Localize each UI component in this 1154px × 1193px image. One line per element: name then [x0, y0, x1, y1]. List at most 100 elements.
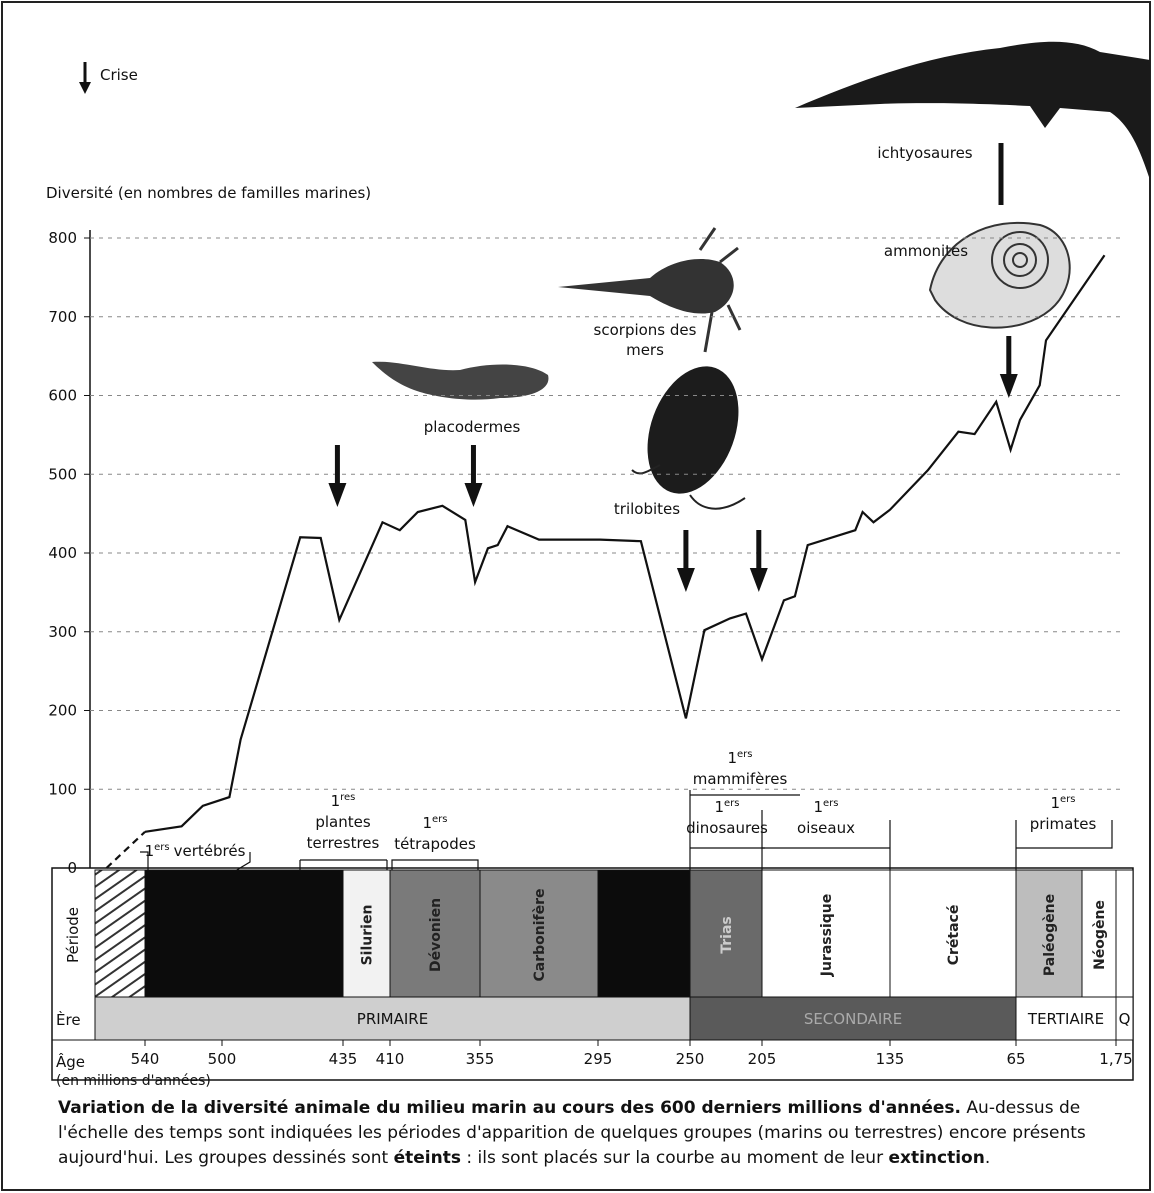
y-tick-label: 400 [48, 544, 77, 562]
age-header: Âge [56, 1052, 85, 1071]
diversity-curve [107, 832, 146, 868]
period-label: Jurassique [819, 894, 835, 977]
crisis-arrow [328, 445, 346, 507]
caption: Variation de la diversité animale du mil… [58, 1096, 1143, 1171]
appearance-label: primates [1030, 815, 1097, 833]
appearance-label: terrestres [307, 834, 380, 852]
appearance-label: mammifères [693, 770, 788, 788]
trilobite-drawing [631, 354, 755, 507]
period-label: Dévonien [428, 898, 444, 972]
group-label: trilobites [614, 500, 680, 518]
appearance-label: plantes [315, 813, 370, 831]
y-tick-label: 100 [48, 780, 77, 798]
legend-arrow-head [79, 82, 91, 94]
group-label: ichtyosaures [877, 144, 972, 162]
crisis-arrow [464, 445, 482, 507]
period-label: Carbonifère [532, 888, 548, 981]
appearance-label: tétrapodes [394, 835, 476, 853]
ordinal-suffix: ers [724, 798, 739, 809]
caption-segment: . [985, 1148, 990, 1168]
ordinal-suffix: ers [154, 842, 169, 853]
period-label: Trias [719, 916, 735, 954]
appearance-ordinal: 1ers [813, 798, 838, 816]
placoderm-drawing [372, 362, 548, 400]
x-tick-label: 295 [584, 1050, 613, 1068]
y-tick-label: 600 [48, 387, 77, 405]
appearance-label: oiseaux [797, 819, 855, 837]
ordinal: 1 [145, 842, 155, 860]
group-label: ammonites [884, 242, 968, 260]
group-label: placodermes [424, 418, 521, 436]
age-unit: (en millions d'années) [56, 1073, 211, 1089]
x-tick-label: 250 [676, 1050, 705, 1068]
appearance-ordinal: 1ers [727, 749, 752, 767]
appearance-ordinal: 1ers [714, 798, 739, 816]
y-tick-label: 0 [67, 859, 77, 877]
diversity-curve [145, 255, 1105, 832]
figure: Crise Diversité (en nombres de familles … [0, 0, 1154, 1193]
caption-segment: Variation de la diversité animale du mil… [58, 1098, 961, 1118]
x-tick-label: 540 [131, 1050, 160, 1068]
period-cell [598, 870, 690, 997]
ordinal-suffix: ers [823, 798, 838, 809]
period-label: Néogène [1092, 900, 1108, 970]
appearance-ordinal: 1res [331, 792, 356, 810]
y-tick-label: 700 [48, 308, 77, 326]
y-axis-label: Diversité (en nombres de familles marine… [46, 184, 371, 202]
x-tick-label: 500 [208, 1050, 237, 1068]
group-label-line: mers [626, 341, 664, 359]
crisis-arrow-head [677, 568, 695, 592]
ordinal: 1 [1050, 794, 1060, 812]
crisis-arrow [750, 530, 768, 592]
appearance-label: 1ers vertébrés [145, 842, 246, 860]
x-tick-label: 1,75 [1099, 1050, 1132, 1068]
period-label: Crétacé [946, 905, 962, 966]
caption-segment: éteints [394, 1148, 461, 1168]
caption-segment: extinction [888, 1148, 984, 1168]
x-tick-label: 65 [1006, 1050, 1025, 1068]
x-tick-label: 205 [748, 1050, 777, 1068]
era-label: PRIMAIRE [357, 1010, 428, 1028]
group-label-line: scorpions des [594, 321, 697, 339]
legend-label: Crise [100, 66, 138, 84]
y-tick-label: 300 [48, 623, 77, 641]
x-tick-label: 410 [376, 1050, 405, 1068]
sea-scorpion-drawing [558, 259, 734, 314]
crisis-arrow [677, 530, 695, 592]
period-cell [95, 870, 145, 997]
page: Crise Diversité (en nombres de familles … [0, 0, 1154, 1193]
ammonite-drawing [930, 223, 1070, 328]
ordinal: 1 [727, 749, 737, 767]
crisis-arrow-head [1000, 374, 1018, 398]
group-name: vertébrés [174, 842, 246, 860]
x-tick-label: 435 [329, 1050, 358, 1068]
x-tick-label: 355 [466, 1050, 495, 1068]
crisis-arrow-head [464, 483, 482, 507]
group-label: scorpions des mers [594, 321, 697, 359]
ordinal: 1 [813, 798, 823, 816]
x-tick-label: 135 [876, 1050, 905, 1068]
ordinal-suffix: ers [1060, 794, 1075, 805]
y-tick-label: 500 [48, 465, 77, 483]
ordinal: 1 [331, 792, 341, 810]
crisis-arrow-head [328, 483, 346, 507]
ordinal-suffix: ers [737, 749, 752, 760]
period-cell [145, 870, 343, 997]
y-tick-label: 800 [48, 229, 77, 247]
era-label: TERTIAIRE [1027, 1010, 1104, 1028]
crisis-arrow [1000, 336, 1018, 398]
ordinal-suffix: res [340, 792, 355, 803]
appearance-ordinal: 1ers [1050, 794, 1075, 812]
era-label: Q [1119, 1010, 1131, 1028]
era-header: Ère [56, 1010, 81, 1029]
appearance-brackets [140, 790, 1112, 878]
period-label: Silurien [360, 905, 376, 966]
y-tick-label: 200 [48, 702, 77, 720]
ordinal: 1 [714, 798, 724, 816]
period-cell [1116, 870, 1133, 997]
appearance-ordinal: 1ers [422, 814, 447, 832]
crisis-arrow-head [750, 568, 768, 592]
caption-segment: : ils sont placés sur la courbe au momen… [461, 1148, 889, 1168]
ordinal: 1 [422, 814, 432, 832]
period-label: Paléogène [1042, 894, 1058, 976]
